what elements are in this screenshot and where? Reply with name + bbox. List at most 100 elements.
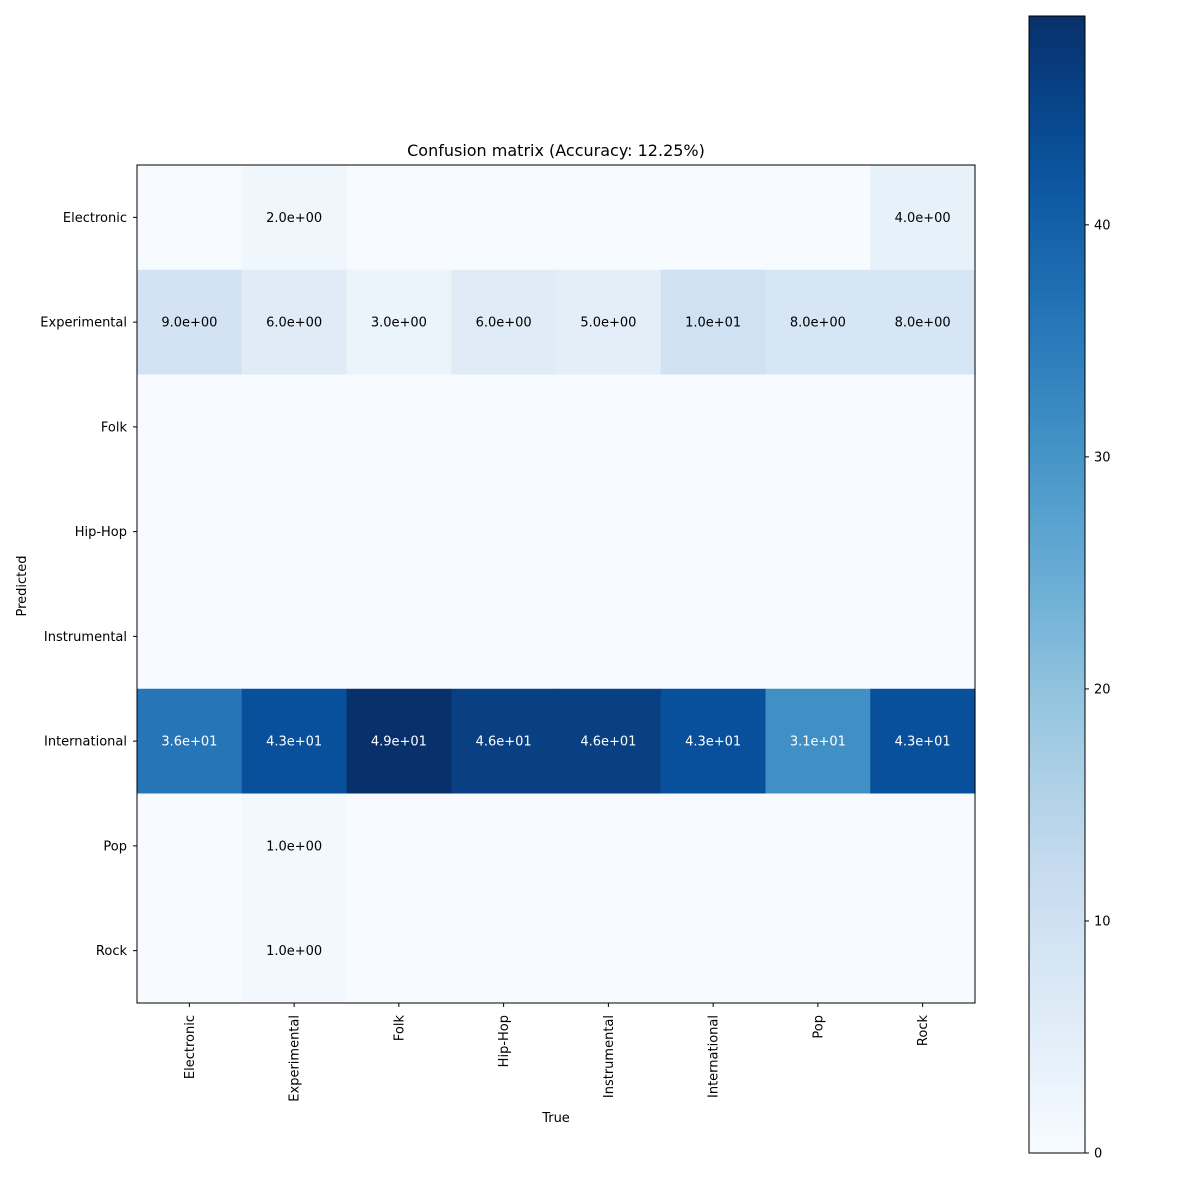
cell-value-label: 4.0e+00 (895, 211, 951, 226)
heatmap-cell (451, 898, 557, 1004)
cell-value-label: 8.0e+00 (895, 316, 951, 331)
heatmap-cell (556, 688, 662, 795)
heatmap-cell (137, 793, 243, 899)
cell-value-label: 5.0e+00 (580, 316, 636, 331)
cell-value-label: 8.0e+00 (790, 316, 846, 331)
heatmap-cell (660, 793, 767, 899)
heatmap-cell (870, 374, 976, 480)
heatmap-cell (765, 898, 871, 1004)
cell-value-label: 1.0e+01 (685, 316, 741, 331)
heatmap-cell (765, 479, 871, 585)
y-tick-label: Folk (101, 420, 128, 435)
cell-value-label: 6.0e+00 (266, 316, 322, 331)
chart-title: Confusion matrix (Accuracy: 12.25%) (407, 141, 705, 160)
colorbar-ticks: 0 10 20 30 40 (1085, 218, 1111, 1162)
x-tick-label: Instrumental (602, 1015, 617, 1098)
heatmap-cell (660, 584, 767, 690)
colorbar-tick-label: 20 (1094, 682, 1111, 697)
heatmap-cell (556, 898, 662, 1004)
heatmap-cell (137, 269, 243, 376)
heatmap-cell (346, 165, 452, 271)
heatmap-cell (870, 898, 976, 1004)
heatmap-cell (765, 584, 871, 690)
cell-value-label: 4.3e+01 (685, 735, 741, 750)
heatmap-cell (346, 374, 452, 480)
x-axis-label: True (541, 1111, 570, 1126)
colorbar-tick-label: 10 (1094, 914, 1111, 929)
heatmap-cell (241, 479, 348, 585)
heatmap-cell (870, 688, 976, 795)
y-axis-label: Predicted (15, 555, 30, 616)
y-axis-ticks: Electronic Experimental Folk Hip-Hop Instrum… (40, 211, 137, 959)
heatmap-cell (346, 269, 452, 376)
heatmap-cell (556, 479, 662, 585)
cell-value-label: 3.6e+01 (161, 735, 217, 750)
heatmap-cell (137, 479, 243, 585)
heatmap-cell (451, 584, 557, 690)
cell-value-label: 9.0e+00 (161, 316, 217, 331)
x-tick-label: International (707, 1015, 722, 1098)
heatmap-cell (346, 688, 452, 795)
x-tick-label: Hip-Hop (497, 1015, 512, 1067)
heatmap-cell (346, 898, 452, 1004)
y-tick-label: International (44, 735, 127, 750)
y-tick-label: Rock (96, 944, 128, 959)
heatmap-cell (346, 793, 452, 899)
y-tick-label: Experimental (40, 316, 127, 331)
y-tick-label: Instrumental (44, 630, 127, 645)
heatmap-cell (451, 479, 557, 585)
heatmap-cell (870, 479, 976, 585)
heatmap-cell (451, 374, 557, 480)
heatmap-cell (556, 793, 662, 899)
cell-value-label: 4.6e+01 (476, 735, 532, 750)
x-tick-label: Folk (392, 1015, 407, 1042)
heatmap-cell (660, 479, 767, 585)
heatmap-cell (870, 165, 976, 271)
heatmap-cell (765, 269, 871, 376)
heatmap-cell (137, 165, 243, 271)
heatmap-cell (241, 165, 348, 271)
heatmap-cell (765, 688, 871, 795)
heatmap-cell (137, 584, 243, 690)
heatmap-cell (765, 793, 871, 899)
heatmap-cell (451, 688, 557, 795)
heatmap-cell (451, 793, 557, 899)
y-tick-label: Electronic (63, 211, 127, 226)
heatmap-cell (870, 793, 976, 899)
heatmap-cell (451, 165, 557, 271)
cell-value-label: 4.3e+01 (266, 735, 322, 750)
cell-value-label: 4.3e+01 (895, 735, 951, 750)
heatmap-cell (346, 479, 452, 585)
cell-value-label: 2.0e+00 (266, 211, 322, 226)
heatmap-cell (765, 165, 871, 271)
heatmap-cell (241, 584, 348, 690)
heatmap-cell (241, 688, 348, 795)
heatmap-cell-labels: 2.0e+00 4.0e+00 9.0e+00 6.0e+00 3.0e+00 6.0e+… (161, 211, 950, 959)
colorbar-tick-label: 0 (1094, 1147, 1102, 1162)
heatmap-cell (660, 269, 767, 376)
heatmap-cell (556, 269, 662, 376)
heatmap-cell (660, 898, 767, 1004)
heatmap-cell (660, 165, 767, 271)
x-axis-ticks: Electronic Experimental Folk Hip-Hop Instrum… (183, 1003, 931, 1102)
heatmap-cell (137, 374, 243, 480)
heatmap-cell (241, 269, 348, 376)
heatmap-cell (660, 374, 767, 480)
x-tick-label: Experimental (288, 1015, 303, 1102)
colorbar (1028, 15, 1086, 1154)
heatmap-cell (137, 688, 243, 795)
colorbar-tick-label: 40 (1094, 218, 1111, 233)
heatmap-cell (870, 584, 976, 690)
y-tick-label: Hip-Hop (75, 525, 127, 540)
x-tick-label: Electronic (183, 1015, 198, 1079)
heatmap-cell (660, 688, 767, 795)
colorbar-tick-label: 30 (1094, 450, 1111, 465)
heatmap-cell (451, 269, 557, 376)
heatmap-cell (137, 898, 243, 1004)
heatmap-frame (136, 164, 976, 1004)
heatmap-cell (241, 793, 348, 899)
cell-value-label: 4.6e+01 (580, 735, 636, 750)
heatmap-cell (870, 269, 976, 376)
heatmap-cell (556, 165, 662, 271)
